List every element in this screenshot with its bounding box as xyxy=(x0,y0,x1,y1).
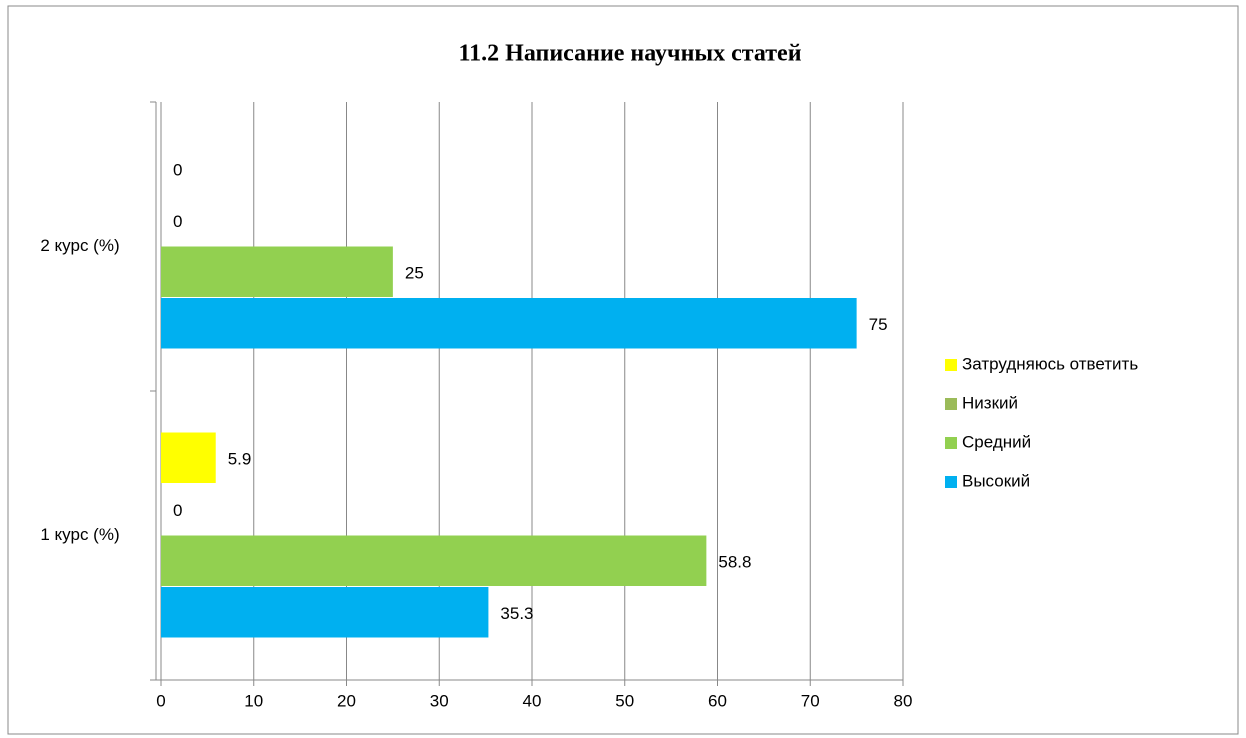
data-label: 58.8 xyxy=(718,553,751,572)
x-tick-label: 40 xyxy=(523,691,542,710)
legend-swatch xyxy=(945,437,957,449)
x-tick-label: 30 xyxy=(430,691,449,710)
data-label: 5.9 xyxy=(228,450,252,469)
bar xyxy=(161,432,216,483)
x-tick-label: 10 xyxy=(244,691,263,710)
x-tick-label: 0 xyxy=(156,691,165,710)
y-tick-label: 1 курс (%) xyxy=(40,525,119,544)
chart-title: 11.2 Написание научных статей xyxy=(458,41,801,67)
legend-label: Затрудняюсь ответить xyxy=(962,354,1138,373)
data-label: 0 xyxy=(173,212,182,231)
legend-label: Высокий xyxy=(962,471,1030,490)
bar xyxy=(161,587,489,638)
x-tick-label: 60 xyxy=(708,691,727,710)
x-tick-label: 70 xyxy=(801,691,820,710)
data-label: 0 xyxy=(173,161,182,180)
bar xyxy=(161,298,857,349)
legend-swatch xyxy=(945,398,957,410)
y-tick-label: 2 курс (%) xyxy=(40,236,119,255)
legend-swatch xyxy=(945,359,957,371)
data-label: 0 xyxy=(173,501,182,520)
data-label: 35.3 xyxy=(500,604,533,623)
legend-swatch xyxy=(945,476,957,488)
bar xyxy=(161,246,393,297)
x-tick-label: 80 xyxy=(894,691,913,710)
x-tick-label: 20 xyxy=(337,691,356,710)
data-label: 75 xyxy=(869,315,888,334)
bar xyxy=(161,535,707,586)
legend-label: Низкий xyxy=(962,393,1018,412)
data-label: 25 xyxy=(405,264,424,283)
legend-label: Средний xyxy=(962,432,1031,451)
x-tick-label: 50 xyxy=(615,691,634,710)
